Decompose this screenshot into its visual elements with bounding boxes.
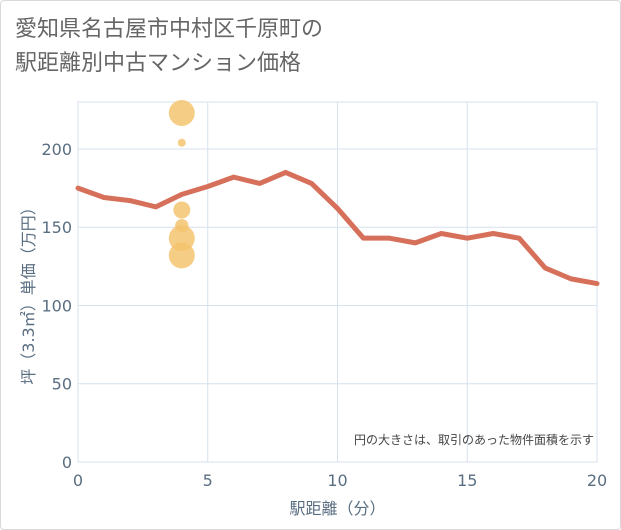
axis-ticks: 0 50 100 150 200 0 5 10 15 20 xyxy=(41,140,607,490)
y-tick-label-100: 100 xyxy=(41,296,72,315)
y-tick-label-150: 150 xyxy=(41,218,72,237)
x-tick-label-20: 20 xyxy=(587,471,607,490)
y-tick-label-50: 50 xyxy=(52,375,72,394)
chart-title-line2: 駅距離別中古マンション価格 xyxy=(15,51,302,76)
chart-title-line1: 愛知県名古屋市中村区千原町の xyxy=(15,17,324,42)
x-tick-label-15: 15 xyxy=(457,471,477,490)
chart-title: 愛知県名古屋市中村区千原町の 駅距離別中古マンション価格 xyxy=(15,13,323,81)
bubble-0 xyxy=(168,99,195,126)
x-tick-label-5: 5 xyxy=(203,471,213,490)
y-tick-label-200: 200 xyxy=(41,140,72,159)
y-axis-label: 坪（3.3㎡）単価（万円） xyxy=(19,199,38,384)
bubble-1 xyxy=(177,138,186,147)
price-line xyxy=(75,169,600,287)
x-tick-label-0: 0 xyxy=(73,471,83,490)
bubble-size-note: 円の大きさは、取引のあった物件面積を示す xyxy=(354,432,594,447)
bubble-series xyxy=(168,99,195,269)
x-tick-label-10: 10 xyxy=(327,471,347,490)
x-axis-label: 駅距離（分） xyxy=(289,499,385,518)
y-tick-label-0: 0 xyxy=(62,453,72,472)
bubble-2 xyxy=(173,201,191,219)
grid-lines xyxy=(77,102,598,463)
bubble-5 xyxy=(168,242,195,269)
